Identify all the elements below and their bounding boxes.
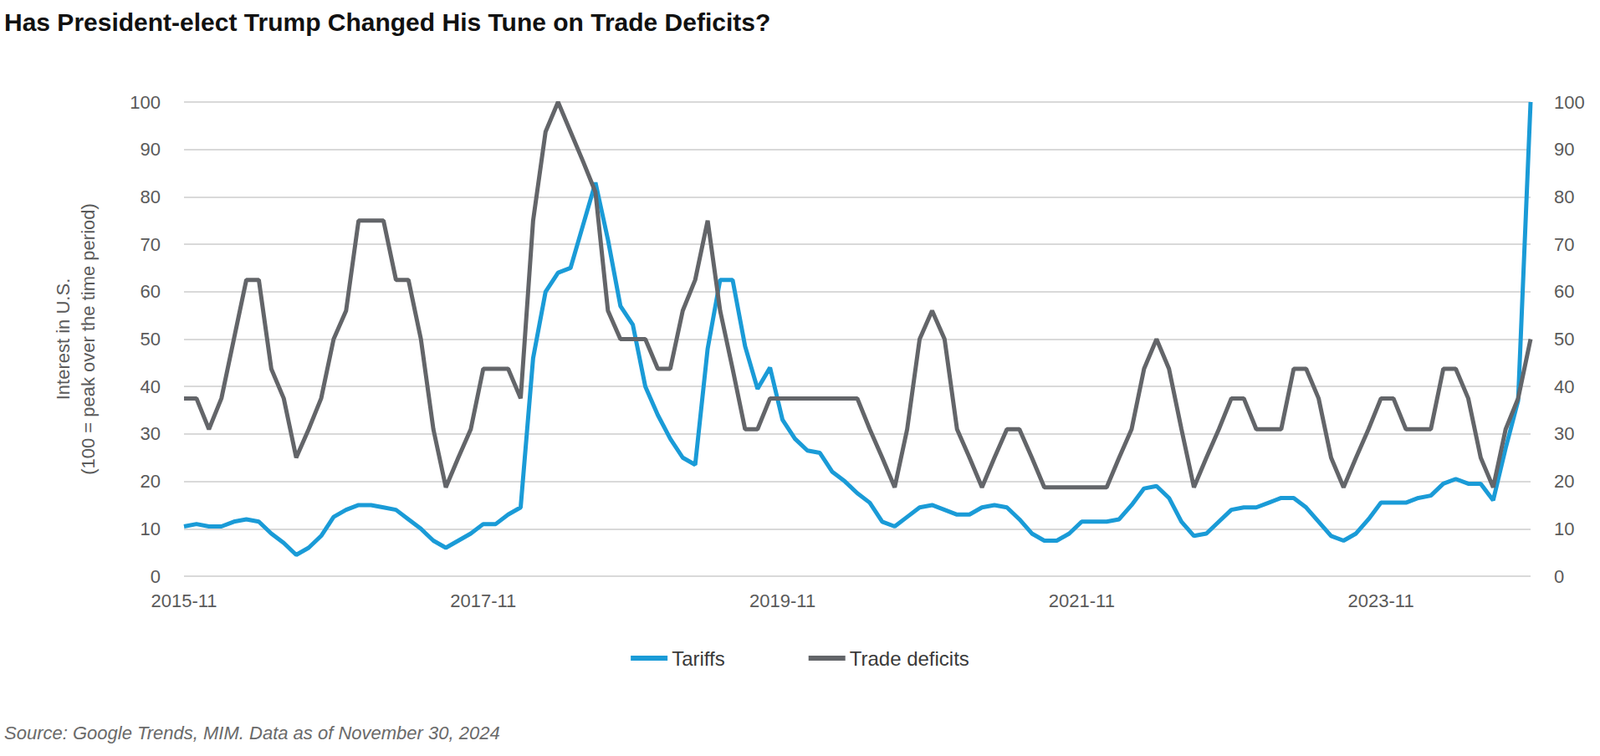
svg-text:80: 80 <box>1553 186 1575 208</box>
svg-text:Trade deficits: Trade deficits <box>849 647 970 670</box>
svg-text:Source: Google Trends, MIM. Da: Source: Google Trends, MIM. Data as of N… <box>4 722 501 744</box>
svg-text:90: 90 <box>140 138 161 160</box>
svg-text:10: 10 <box>140 518 161 540</box>
svg-text:60: 60 <box>1553 281 1575 302</box>
svg-text:2021-11: 2021-11 <box>1048 590 1115 612</box>
svg-text:2019-11: 2019-11 <box>749 590 816 612</box>
svg-text:2015-11: 2015-11 <box>150 590 217 612</box>
svg-text:2023-11: 2023-11 <box>1348 590 1415 612</box>
svg-text:20: 20 <box>140 470 161 492</box>
svg-text:30: 30 <box>1553 423 1575 445</box>
svg-text:(100 = peak over the time peri: (100 = peak over the time period) <box>77 203 99 476</box>
svg-text:40: 40 <box>140 376 161 398</box>
svg-text:0: 0 <box>1553 566 1565 588</box>
svg-text:70: 70 <box>140 234 161 256</box>
svg-text:Tariffs: Tariffs <box>671 647 726 670</box>
svg-text:80: 80 <box>140 186 161 208</box>
svg-text:Interest in U.S.: Interest in U.S. <box>52 278 74 401</box>
svg-text:10: 10 <box>1553 518 1575 540</box>
svg-text:2017-11: 2017-11 <box>449 590 517 612</box>
svg-text:Has President-elect Trump Chan: Has President-elect Trump Changed His Tu… <box>4 8 771 36</box>
svg-text:20: 20 <box>1553 470 1575 492</box>
svg-text:50: 50 <box>1553 328 1575 350</box>
svg-text:50: 50 <box>140 328 161 350</box>
svg-text:70: 70 <box>1553 234 1575 256</box>
svg-text:100: 100 <box>1553 92 1585 113</box>
svg-text:100: 100 <box>129 92 161 113</box>
svg-text:0: 0 <box>150 566 161 588</box>
svg-text:40: 40 <box>1553 376 1575 398</box>
svg-text:60: 60 <box>140 281 161 302</box>
svg-text:30: 30 <box>140 423 161 445</box>
svg-text:90: 90 <box>1553 138 1575 160</box>
